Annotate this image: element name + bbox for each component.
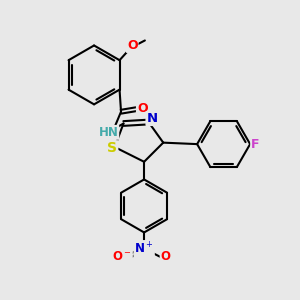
Text: O: O xyxy=(127,39,137,52)
Text: O: O xyxy=(160,250,171,263)
Text: F: F xyxy=(251,138,260,151)
Text: S: S xyxy=(107,141,117,155)
Text: N$^+$: N$^+$ xyxy=(134,241,154,256)
Text: O: O xyxy=(137,102,148,115)
Text: HN: HN xyxy=(98,126,118,139)
Text: N: N xyxy=(146,112,158,125)
Text: O$^-$: O$^-$ xyxy=(112,250,132,263)
